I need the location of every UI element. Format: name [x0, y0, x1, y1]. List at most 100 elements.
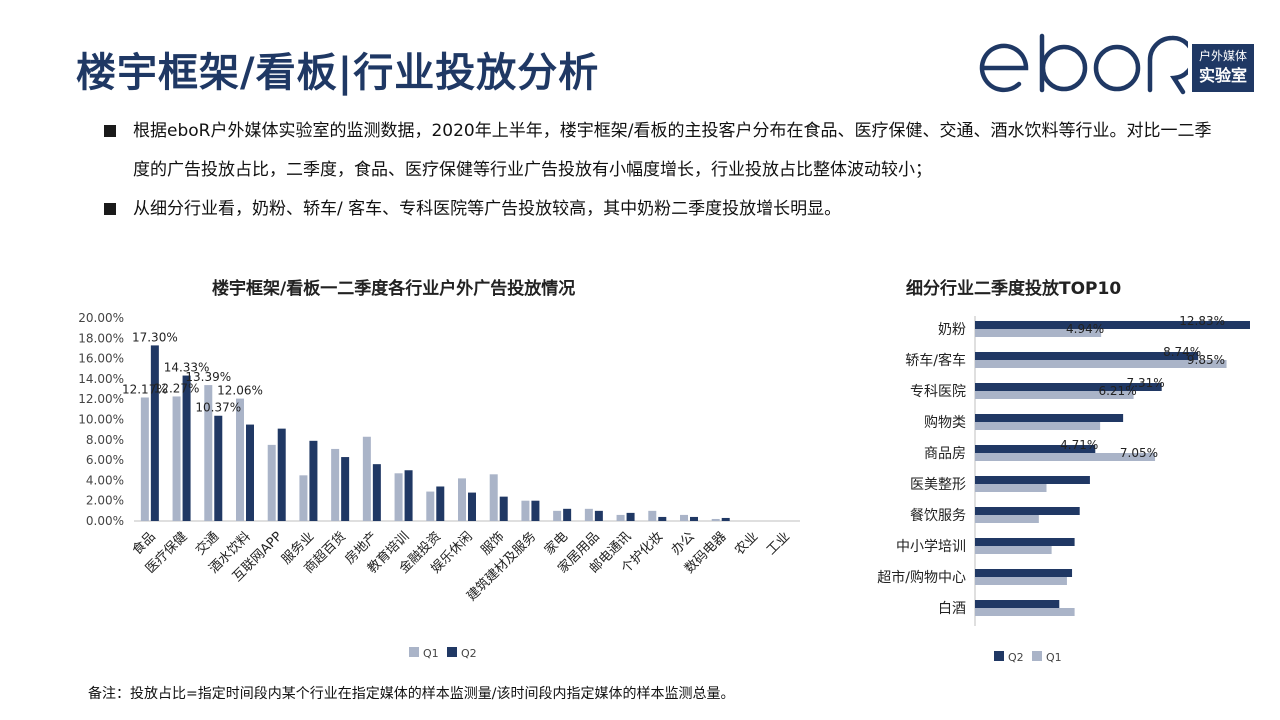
- bar-q1: [394, 473, 403, 521]
- logo-line2: 实验室: [1198, 66, 1247, 85]
- bar-q2: [246, 424, 254, 521]
- bar-q1: [975, 360, 1227, 368]
- bullet-item: 从细分行业看，奶粉、轿车/ 客车、专科医院等广告投放较高，其中奶粉二季度投放增长…: [104, 190, 1214, 229]
- y-category-label: 专科医院: [910, 384, 966, 400]
- bar-q1: [975, 484, 1047, 492]
- y-tick-label: 4.00%: [86, 473, 124, 487]
- bar-q2: [468, 492, 476, 521]
- bar-q2: [975, 600, 1060, 608]
- data-label: 12.06%: [217, 384, 263, 398]
- y-category-label: 购物类: [924, 415, 966, 431]
- data-label: 12.83%: [1179, 314, 1225, 328]
- bar-q2: [975, 538, 1075, 546]
- bar-q1: [489, 474, 498, 521]
- bar-q2: [150, 345, 159, 521]
- y-category-label: 中小学培训: [896, 539, 966, 555]
- bar-q2: [975, 321, 1250, 329]
- data-label: 13.39%: [185, 370, 231, 384]
- y-tick-label: 20.00%: [78, 311, 124, 325]
- bar-q1: [975, 577, 1067, 585]
- bar-q2: [975, 476, 1090, 484]
- y-tick-label: 8.00%: [86, 433, 124, 447]
- legend-swatch-q2: [447, 647, 457, 657]
- legend-label: Q2: [461, 647, 477, 660]
- left-chart-title: 楼宇框架/看板一二季度各行业户外广告投放情况: [212, 279, 576, 299]
- bar-q2: [499, 496, 508, 521]
- bar-q2: [341, 457, 350, 521]
- bar-q2: [436, 486, 445, 521]
- bar-q1: [204, 385, 213, 521]
- y-category-label: 奶粉: [938, 322, 966, 338]
- bar-q2: [690, 516, 698, 521]
- y-tick-label: 18.00%: [78, 331, 124, 345]
- bar-q2: [182, 375, 191, 521]
- data-label: 7.05%: [1120, 446, 1158, 460]
- industry-bar-chart: 0.00% 2.00% 4.00% 6.00% 8.00% 10.00% 12.00% 14.…: [78, 311, 800, 660]
- bar-q2: [658, 516, 667, 521]
- data-label: 12.17%: [122, 382, 168, 396]
- y-category-label: 餐饮服务: [910, 508, 966, 524]
- y-tick-label: 10.00%: [78, 413, 124, 427]
- footnote: 备注：投放占比=指定时间段内某个行业在指定媒体的样本监测量/该时间段内指定媒体的…: [88, 686, 735, 702]
- data-label: 8.74%: [1163, 345, 1201, 359]
- data-label: 10.37%: [195, 401, 241, 415]
- page-title: 楼宇框架/看板|行业投放分析: [76, 50, 600, 96]
- bullet-text: 从细分行业看，奶粉、轿车/ 客车、专科医院等广告投放较高，其中奶粉二季度投放增长…: [133, 199, 842, 219]
- bar-q2: [372, 464, 381, 521]
- bar-q1: [299, 475, 308, 521]
- data-label: 7.31%: [1127, 376, 1165, 390]
- right-chart-title: 细分行业二季度投放TOP10: [906, 279, 1122, 299]
- bar-q1: [331, 448, 340, 521]
- bar-q2: [721, 517, 730, 521]
- y-tick-label: 2.00%: [86, 494, 124, 508]
- legend-swatch-q1: [1032, 651, 1042, 661]
- x-tick-label: 工业: [764, 529, 793, 558]
- data-label: 4.94%: [1066, 322, 1104, 336]
- bar-q1: [975, 329, 1102, 337]
- bar-q1: [616, 514, 625, 521]
- legend-label: Q2: [1008, 651, 1024, 664]
- bar-q1: [711, 518, 720, 521]
- bar-q1: [172, 396, 181, 521]
- bar-q2: [975, 414, 1124, 422]
- bar-q2: [214, 415, 223, 521]
- data-label: 9.85%: [1187, 353, 1225, 367]
- legend-label: Q1: [423, 647, 439, 660]
- bar-q1: [458, 478, 466, 521]
- bar-q2: [975, 352, 1199, 360]
- y-tick-label: 12.00%: [78, 392, 124, 406]
- data-label: 4.71%: [1060, 438, 1098, 452]
- bar-q2: [563, 508, 572, 521]
- legend-label: Q1: [1046, 651, 1062, 664]
- bar-q1: [975, 422, 1101, 430]
- y-tick-label: 0.00%: [86, 514, 124, 528]
- y-category-label: 医美整形: [910, 477, 966, 493]
- bar-q2: [975, 445, 1096, 453]
- bar-q1: [975, 453, 1156, 461]
- bullet-text: 根据eboR户外媒体实验室的监测数据，2020年上半年，楼宇框架/看板的主投客户…: [133, 121, 1212, 180]
- bar-q2: [626, 512, 635, 521]
- eboR-logo: 户外媒体 实验室: [978, 30, 1254, 100]
- logo-badge: 户外媒体 实验室: [1192, 44, 1254, 92]
- y-tick-label: 16.00%: [78, 352, 124, 366]
- bar-q1: [140, 397, 149, 521]
- y-tick-label: 6.00%: [86, 453, 124, 467]
- bar-q2: [975, 383, 1162, 391]
- bar-q1: [584, 508, 593, 521]
- y-category-label: 轿车/客车: [905, 352, 966, 369]
- bar-q1: [648, 510, 657, 521]
- bar-q1: [521, 500, 530, 521]
- y-category-label: 白酒: [938, 601, 966, 617]
- data-label: 6.21%: [1098, 384, 1136, 398]
- bar-q2: [531, 500, 540, 521]
- y-category-label: 商品房: [924, 446, 966, 462]
- bar-q1: [553, 510, 562, 521]
- bar-q2: [404, 470, 413, 521]
- bullet-item: 根据eboR户外媒体实验室的监测数据，2020年上半年，楼宇框架/看板的主投客户…: [104, 112, 1214, 190]
- logo-line1: 户外媒体: [1198, 49, 1247, 63]
- data-label: 17.30%: [132, 330, 178, 344]
- bar-q2: [309, 440, 318, 521]
- bar-q1: [426, 491, 435, 521]
- summary-bullets: 根据eboR户外媒体实验室的监测数据，2020年上半年，楼宇框架/看板的主投客户…: [104, 112, 1214, 229]
